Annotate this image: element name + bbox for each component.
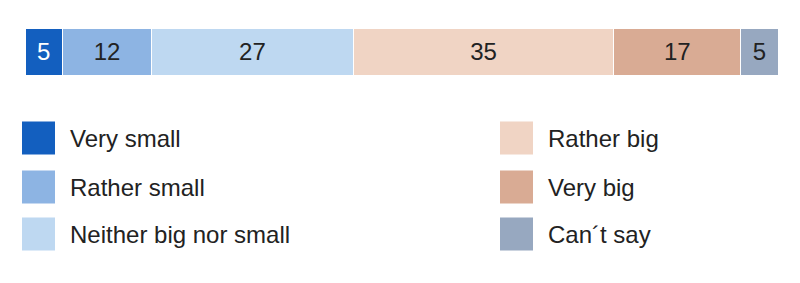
svg-text:5: 5 [37, 38, 50, 65]
svg-text:35: 35 [470, 38, 497, 65]
svg-text:12: 12 [94, 38, 121, 65]
svg-text:Can´t say: Can´t say [548, 221, 651, 248]
svg-text:Rather big: Rather big [548, 125, 659, 152]
svg-text:5: 5 [753, 38, 766, 65]
svg-text:Neither big nor small: Neither big nor small [70, 221, 290, 248]
svg-text:Rather small: Rather small [70, 174, 205, 201]
svg-text:Very small: Very small [70, 125, 181, 152]
svg-text:17: 17 [664, 38, 691, 65]
svg-text:Very big: Very big [548, 174, 635, 201]
svg-text:27: 27 [239, 38, 266, 65]
